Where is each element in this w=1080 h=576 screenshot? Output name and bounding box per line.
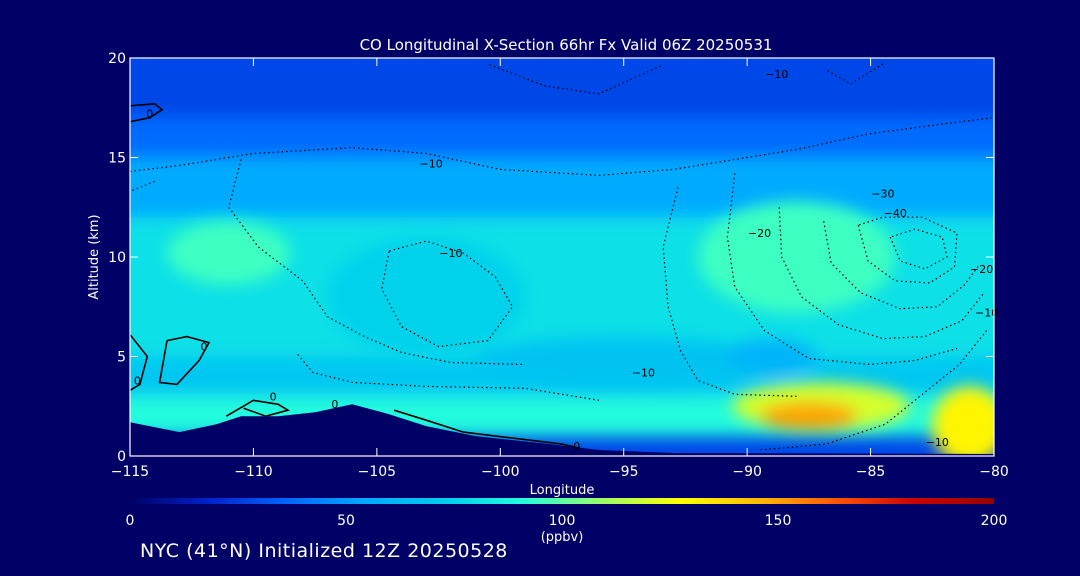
y-tick-label: 0	[117, 449, 126, 465]
zero-contour-1	[158, 335, 211, 386]
contour-label: −10	[439, 247, 462, 260]
contour-label: 0	[146, 108, 153, 121]
colorbar-tick-label: 150	[765, 513, 792, 529]
contour-label: −10	[420, 157, 443, 170]
contour-line-9	[759, 330, 988, 451]
y-tick-label: 15	[108, 151, 126, 167]
colorbar-tick-label: 100	[549, 513, 576, 529]
contour-label: −30	[871, 187, 894, 200]
contour-line-8	[889, 228, 948, 270]
co-cell-7	[932, 386, 994, 456]
x-axis-label: Longitude	[530, 483, 595, 498]
contour-line-10	[487, 63, 661, 95]
co-band-0	[130, 58, 994, 118]
co-band-2	[130, 157, 994, 218]
y-tick-label: 10	[108, 250, 126, 266]
colorbar-tick-label: 50	[337, 513, 355, 529]
contour-line-0	[130, 117, 994, 177]
contour-line-6	[823, 221, 980, 310]
x-tick-label: −110	[234, 464, 272, 480]
chart-title: CO Longitudinal X-Section 66hr Fx Valid …	[360, 36, 773, 54]
contour-label: −10	[632, 366, 655, 379]
y-tick-label: 5	[117, 350, 126, 366]
x-tick-label: −80	[979, 464, 1009, 480]
contour-label: 0	[134, 374, 141, 387]
colorbar-tick-label: 0	[126, 513, 135, 529]
contour-label: −20	[748, 227, 771, 240]
contour-label: 0	[201, 341, 208, 354]
x-tick-label: −105	[358, 464, 396, 480]
zero-contour-0	[130, 102, 164, 123]
contour-line-13	[297, 354, 600, 401]
x-tick-label: −100	[481, 464, 519, 480]
x-tick-label: −85	[856, 464, 886, 480]
co-field	[130, 58, 994, 456]
y-tick-label: 20	[108, 51, 126, 67]
contour-label: 0	[331, 398, 338, 411]
contour-label: −40	[884, 207, 907, 220]
zero-contour-4	[393, 409, 587, 451]
contour-label: −20	[970, 263, 993, 276]
zero-contour-3	[225, 399, 291, 418]
contour-label: −10	[926, 436, 949, 449]
contour-label: 0	[270, 390, 277, 403]
contour-label: 0	[573, 440, 580, 453]
y-axis-label: Altitude (km)	[87, 214, 102, 299]
x-tick-label: −90	[732, 464, 762, 480]
co-cell-0	[167, 221, 291, 285]
contour-label: −10	[975, 307, 998, 320]
x-tick-label: −115	[111, 464, 149, 480]
contour-label: −10	[765, 68, 788, 81]
co-cell-4	[727, 338, 817, 375]
co-cell-1	[327, 237, 525, 357]
colorbar	[130, 498, 994, 504]
co-cell-2	[475, 336, 772, 385]
x-tick-label: −95	[609, 464, 639, 480]
zero-contour-2	[130, 334, 149, 391]
footer-init-info: NYC (41°N) Initialized 12Z 20250528	[140, 540, 508, 562]
colorbar-tick-label: 200	[981, 513, 1008, 529]
contour-line-4	[726, 173, 958, 366]
co-cell-3	[697, 201, 896, 313]
colorbar-units: (ppbv)	[541, 530, 584, 545]
contour-line-2	[381, 240, 514, 348]
contour-line-1	[228, 159, 526, 366]
terrain-mask	[130, 404, 994, 456]
co-cell-6	[759, 402, 859, 431]
co-band-1	[130, 117, 994, 158]
contour-line-3	[662, 187, 797, 397]
